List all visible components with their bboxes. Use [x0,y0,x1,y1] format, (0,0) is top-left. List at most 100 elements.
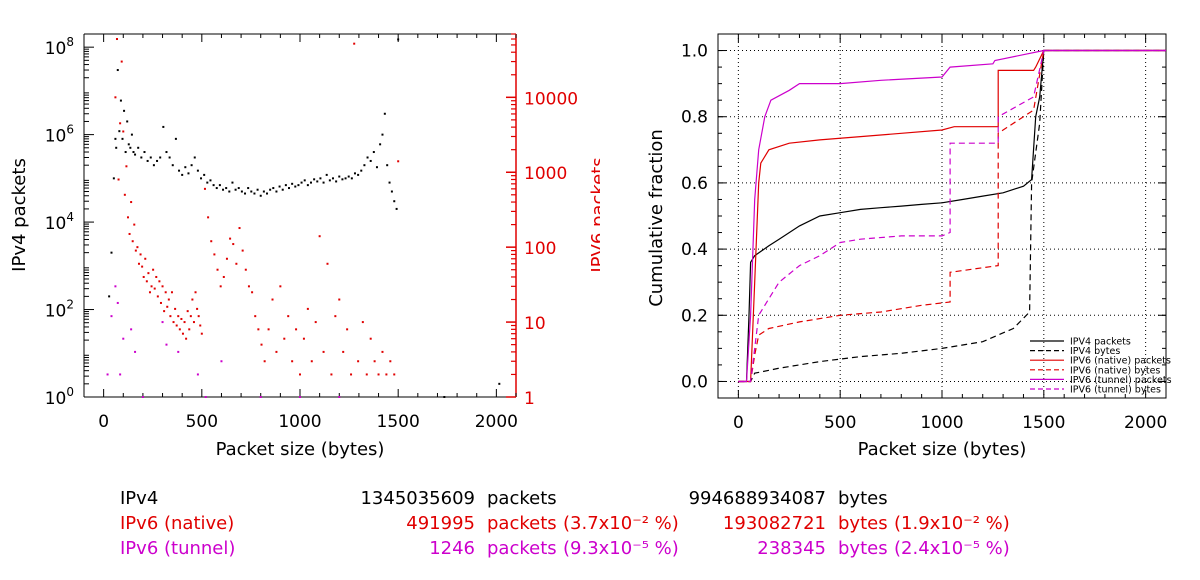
summary-ipv6-tunnel-packets-word: packets [487,538,557,559]
summary-ipv6-native-label: IPv6 (native) [120,513,235,534]
scatter-point-ipv6-native [119,122,122,125]
left-y-tick-label: 108 [45,35,74,59]
left-y-tick-label: 100 [45,385,74,409]
scatter-point-ipv6-native [128,232,131,235]
packet-size-distribution-chart: 0 500 1000 1500 2000100102104106108110100100… [9,33,600,460]
scatter-point-ipv6-native [148,291,151,294]
scatter-point-ipv6-native [254,315,257,318]
scatter-point-ipv6-native [229,237,232,240]
right-y-axis-label: Cumulative fraction [646,129,667,307]
scatter-point-ipv4 [386,164,389,167]
scatter-point-ipv6-native [393,373,396,376]
right-y-tick-label: 1.0 [681,42,708,62]
scatter-point-ipv4 [341,178,344,181]
scatter-point-ipv6-native [134,249,137,252]
scatter-point-ipv4 [284,184,287,187]
scatter-point-ipv6-native [225,257,228,260]
summary-ipv6-tunnel-packets-pct: (9.3x10⁻⁵ %) [563,538,679,559]
scatter-point-ipv6-native [361,321,364,324]
legend-label: IPV6 (native) bytes [1070,365,1160,376]
scatter-point-ipv6-native [353,42,356,45]
scatter-point-ipv4 [112,177,115,180]
right-y2-tick-label: 10000 [524,89,578,109]
scatter-point-ipv6-native [381,350,384,353]
scatter-point-ipv4 [206,181,209,184]
scatter-point-ipv4 [363,164,366,167]
scatter-point-ipv4 [114,137,117,140]
scatter-point-ipv6-tunnel [196,373,199,376]
scatter-point-ipv4 [140,156,143,159]
legend-label: IPV6 (tunnel) bytes [1070,385,1161,396]
scatter-point-ipv4 [247,187,250,190]
right-x-tick-label: 1000 [920,413,963,433]
scatter-point-ipv4 [353,172,356,175]
scatter-point-ipv6-native [152,268,155,271]
right-y-tick-label: 0.0 [681,372,708,392]
scatter-point-ipv4 [143,151,146,154]
right-x-tick-label: 1500 [1022,413,1065,433]
right-y-axis-label-ipv6: IPV6 packets [588,157,600,272]
scatter-point-ipv6-native [139,253,142,256]
scatter-point-ipv4 [218,184,221,187]
scatter-point-ipv6-tunnel [259,396,262,398]
scatter-point-ipv6-native [189,315,192,318]
scatter-point-ipv4 [196,169,199,172]
right-y2-tick-label: 1000 [524,164,567,184]
summary-ipv4-label: IPv4 [120,488,159,509]
scatter-point-ipv6-tunnel [122,337,125,340]
scatter-point-ipv6-native [192,321,195,324]
scatter-point-ipv4 [240,190,243,193]
scatter-point-ipv6-tunnel [161,321,164,324]
scatter-point-ipv4 [350,177,353,180]
scatter-point-ipv4 [115,146,118,149]
scatter-point-ipv4 [300,181,303,184]
scatter-point-ipv6-tunnel [134,350,137,353]
scatter-point-ipv4 [309,181,312,184]
scatter-point-ipv6-native [302,337,305,340]
scatter-point-ipv4 [250,190,253,193]
scatter-point-ipv6-native [156,295,159,298]
scatter-point-ipv4 [381,133,384,136]
scatter-point-ipv4 [306,184,309,187]
scatter-point-ipv4 [395,207,398,210]
scatter-point-ipv4 [193,156,196,159]
scatter-point-ipv6-native [122,130,125,133]
scatter-point-ipv6-native [174,307,177,310]
scatter-point-ipv6-native [137,262,140,265]
legend-label: IPV6 (native) packets [1070,356,1171,367]
scatter-point-ipv4 [297,184,300,187]
legend-label: IPV6 (tunnel) packets [1070,375,1172,386]
left-y-axis-label: IPv4 packets [9,158,30,272]
scatter-point-ipv6-native [283,337,286,340]
cdf-line-ipv6-native-packets [738,49,1166,383]
scatter-point-ipv4 [331,177,334,180]
cdf-line-ipv6-tunnel-packets [738,49,1166,383]
scatter-point-ipv6-native [330,373,333,376]
left-x-tick-label: 1000 [278,412,321,432]
scatter-point-ipv6-native [194,291,197,294]
scatter-point-ipv4 [162,125,165,128]
scatter-point-ipv6-native [185,337,188,340]
scatter-point-ipv4 [397,38,400,41]
right-x-tick-label: 500 [824,413,856,433]
scatter-point-ipv4 [174,137,177,140]
scatter-point-ipv4 [116,69,119,72]
scatter-point-ipv6-native [131,240,134,243]
scatter-point-ipv4 [231,181,234,184]
scatter-point-ipv6-native [244,268,247,271]
summary-ipv4-packets-word: packets [487,488,557,509]
scatter-point-ipv4 [212,184,215,187]
scatter-point-ipv4 [165,151,168,154]
scatter-point-ipv6-native [169,315,172,318]
scatter-point-ipv4 [187,172,190,175]
scatter-point-ipv6-native [166,305,169,308]
scatter-point-ipv6-native [155,275,158,278]
scatter-point-ipv4 [168,156,171,159]
cumulative-fraction-chart: 0 500 1000 1500 2000 0.0 0.2 0.4 0.6 0.8 1.0 IPV4 p… [646,33,1172,460]
scatter-point-ipv6-native [191,298,194,301]
scatter-point-ipv6-native [222,275,225,278]
scatter-point-ipv6-native [177,315,180,318]
scatter-point-ipv4 [294,185,297,188]
scatter-point-ipv6-native [365,373,368,376]
scatter-point-ipv6-tunnel [204,396,207,398]
